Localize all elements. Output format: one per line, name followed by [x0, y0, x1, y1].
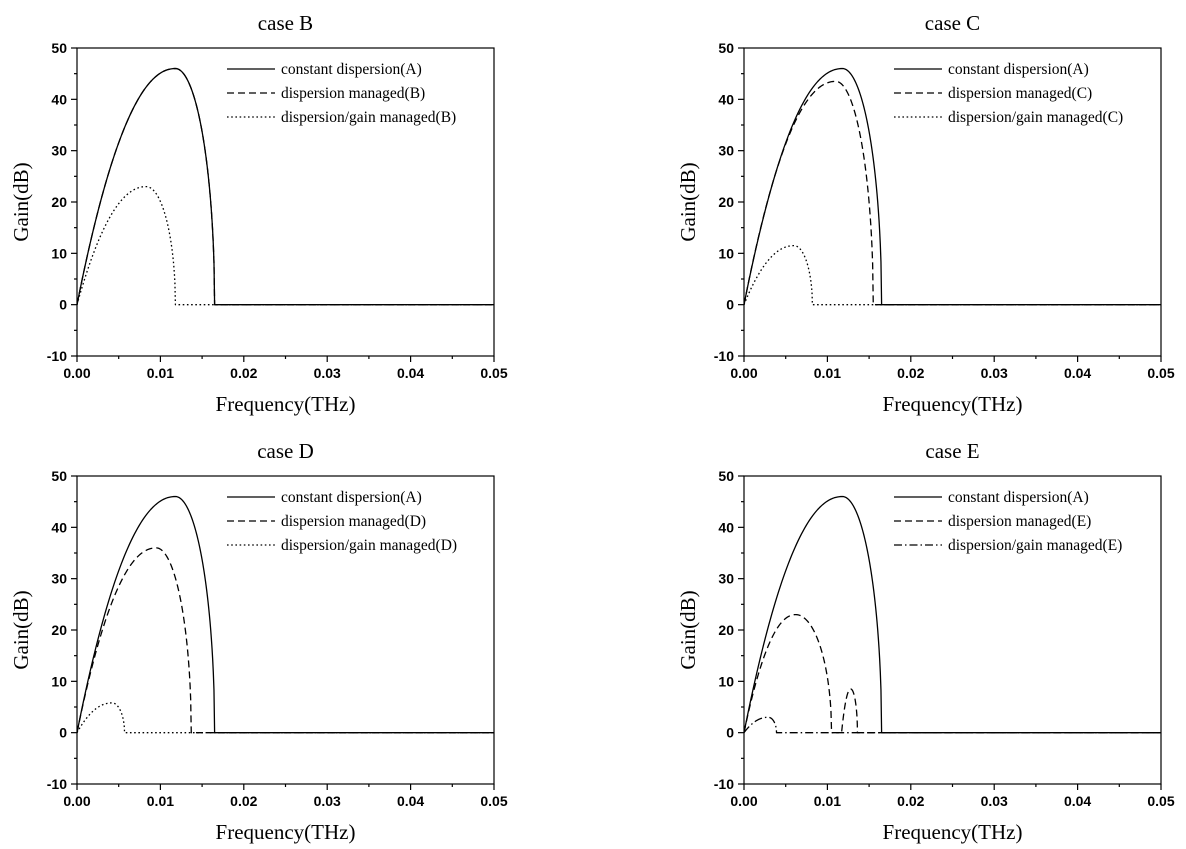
y-tick-label: 20: [718, 622, 734, 638]
series-line-2: [743, 613, 1161, 734]
legend-label-2: dispersion managed(C): [948, 85, 1092, 102]
x-tick-label: 0.00: [730, 793, 757, 809]
x-tick-label: 0.03: [981, 793, 1008, 809]
y-tick-label: 30: [51, 571, 67, 587]
x-axis-label: Frequency(THz): [883, 820, 1023, 844]
chart-svg-4: case E 0.00 0.01 0.02 0.03 0.04 0.05 -10 0 10 20 30…: [676, 439, 1175, 844]
series-line-3: [743, 244, 1161, 306]
x-tick-label: 0.05: [1147, 365, 1174, 381]
y-tick-label: 20: [51, 622, 67, 638]
x-axis-label: Frequency(THz): [883, 392, 1023, 416]
legend-label-1: constant dispersion(A): [948, 489, 1089, 506]
y-tick-label: 50: [51, 468, 67, 484]
x-tick-label: 0.02: [230, 793, 257, 809]
y-tick-label: 40: [51, 519, 67, 535]
y-axis-label: Gain(dB): [676, 162, 700, 241]
legend-label-2: dispersion managed(D): [281, 513, 426, 530]
x-tick-label: 0.02: [897, 793, 924, 809]
x-tick-label: 0.04: [397, 365, 424, 381]
y-tick-label: 40: [51, 91, 67, 107]
chart-title: case B: [258, 11, 313, 35]
chart-svg-3: case D 0.00 0.01 0.02 0.03 0.04 0.05 -10 0 10 20 30…: [9, 439, 508, 844]
legend-label-2: dispersion managed(E): [948, 513, 1091, 530]
chart-panel-2: case C 0.00 0.01 0.02 0.03 0.04 0.05 -10 0 10 20 30…: [667, 0, 1186, 421]
series-line-1: [76, 495, 494, 734]
y-tick-label: 10: [51, 245, 67, 261]
x-tick-label: 0.03: [981, 365, 1008, 381]
chart-panel-4: case E 0.00 0.01 0.02 0.03 0.04 0.05 -10 0 10 20 30…: [667, 428, 1186, 849]
x-tick-label: 0.00: [63, 793, 90, 809]
y-tick-label: 30: [51, 143, 67, 159]
y-tick-label: 20: [718, 194, 734, 210]
y-tick-label: -10: [714, 776, 734, 792]
legend-label-3: dispersion/gain managed(C): [948, 109, 1123, 126]
x-tick-label: 0.04: [1064, 365, 1091, 381]
x-tick-label: 0.05: [480, 365, 507, 381]
y-tick-label: 0: [59, 725, 67, 741]
y-tick-label: -10: [47, 776, 67, 792]
series-line-1: [76, 67, 494, 306]
y-tick-label: 30: [718, 143, 734, 159]
x-tick-label: 0.01: [147, 793, 174, 809]
legend-label-1: constant dispersion(A): [281, 61, 422, 78]
y-axis-label: Gain(dB): [676, 590, 700, 669]
chart-svg-2: case C 0.00 0.01 0.02 0.03 0.04 0.05 -10 0 10 20 30…: [676, 11, 1175, 416]
x-tick-label: 0.00: [730, 365, 757, 381]
y-tick-label: -10: [47, 348, 67, 364]
y-tick-label: 40: [718, 519, 734, 535]
series-line-2: [743, 80, 1161, 306]
y-tick-label: 10: [718, 673, 734, 689]
chart-title: case E: [925, 439, 979, 463]
chart-panel-1: case B 0.00 0.01 0.02 0.03 0.04 0.05 -10 0 10 20 30…: [0, 0, 519, 421]
y-axis-label: Gain(dB): [9, 162, 33, 241]
y-tick-label: 0: [726, 297, 734, 313]
chart-title: case D: [257, 439, 314, 463]
y-tick-label: 10: [51, 673, 67, 689]
x-tick-label: 0.01: [147, 365, 174, 381]
y-tick-label: 10: [718, 245, 734, 261]
x-tick-label: 0.01: [814, 793, 841, 809]
series-line-3: [76, 185, 494, 306]
y-tick-label: 40: [718, 91, 734, 107]
y-axis-label: Gain(dB): [9, 590, 33, 669]
y-tick-label: 50: [718, 40, 734, 56]
chart-svg-1: case B 0.00 0.01 0.02 0.03 0.04 0.05 -10 0 10 20 30…: [9, 11, 508, 416]
x-axis-label: Frequency(THz): [216, 392, 356, 416]
legend-label-1: constant dispersion(A): [281, 489, 422, 506]
x-axis-label: Frequency(THz): [216, 820, 356, 844]
chart-title: case C: [925, 11, 980, 35]
y-tick-label: 0: [726, 725, 734, 741]
legend-label-3: dispersion/gain managed(E): [948, 537, 1122, 554]
y-tick-label: 20: [51, 194, 67, 210]
x-tick-label: 0.00: [63, 365, 90, 381]
x-tick-label: 0.04: [1064, 793, 1091, 809]
x-tick-label: 0.02: [897, 365, 924, 381]
x-tick-label: 0.05: [480, 793, 507, 809]
series-line-1: [743, 67, 1161, 306]
x-tick-label: 0.02: [230, 365, 257, 381]
series-line-1: [743, 495, 1161, 734]
y-tick-label: 50: [718, 468, 734, 484]
legend-label-2: dispersion managed(B): [281, 85, 425, 102]
y-tick-label: -10: [714, 348, 734, 364]
x-tick-label: 0.03: [314, 793, 341, 809]
x-tick-label: 0.05: [1147, 793, 1174, 809]
y-tick-label: 50: [51, 40, 67, 56]
x-tick-label: 0.04: [397, 793, 424, 809]
chart-panel-3: case D 0.00 0.01 0.02 0.03 0.04 0.05 -10 0 10 20 30…: [0, 428, 519, 849]
x-tick-label: 0.03: [314, 365, 341, 381]
series-line-2: [76, 547, 494, 734]
legend-label-3: dispersion/gain managed(D): [281, 537, 457, 554]
series-line-3: [743, 716, 1161, 734]
legend-label-1: constant dispersion(A): [948, 61, 1089, 78]
y-tick-label: 0: [59, 297, 67, 313]
legend-label-3: dispersion/gain managed(B): [281, 109, 456, 126]
x-tick-label: 0.01: [814, 365, 841, 381]
series-line-2: [76, 67, 494, 306]
series-line-3: [76, 702, 494, 734]
y-tick-label: 30: [718, 571, 734, 587]
